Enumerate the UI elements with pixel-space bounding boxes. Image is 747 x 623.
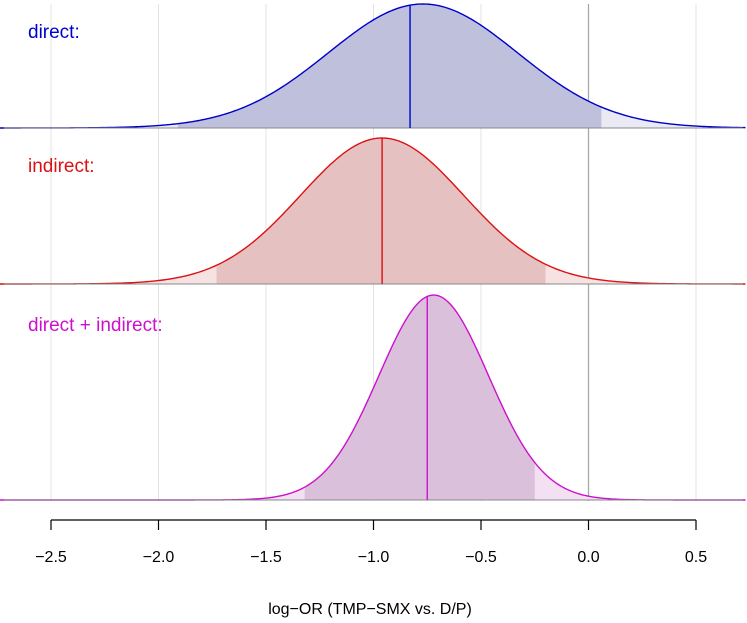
x-tick-label: 0.0 <box>577 549 599 566</box>
density-area-interval <box>216 138 546 284</box>
x-tick-label: −2.5 <box>35 549 67 566</box>
density-area-interval <box>304 295 535 500</box>
panel-label: indirect: <box>28 156 95 177</box>
panel-label: direct + indirect: <box>28 315 163 336</box>
panel-1: direct: <box>0 3 746 129</box>
x-tick-label: −1.0 <box>358 549 390 566</box>
density-panels: direct: indirect: direct + indirect: <box>0 3 746 501</box>
x-tick-label: −1.5 <box>250 549 282 566</box>
x-tick-label: −0.5 <box>465 549 497 566</box>
x-axis-title: log−OR (TMP−SMX vs. D/P) <box>268 601 472 618</box>
panel-2: indirect: <box>0 137 746 285</box>
density-area-interval <box>177 4 602 128</box>
panel-3: direct + indirect: <box>0 294 746 501</box>
panel-label: direct: <box>28 22 80 43</box>
x-tick-label: 0.5 <box>685 549 707 566</box>
x-tick-label: −2.0 <box>143 549 175 566</box>
x-axis: −2.5 −2.0 −1.5 −1.0 −0.5 0.0 0.5 log−OR (TMP−S… <box>35 519 707 618</box>
x-axis-ticks: −2.5 −2.0 −1.5 −1.0 −0.5 0.0 0.5 <box>35 520 707 566</box>
